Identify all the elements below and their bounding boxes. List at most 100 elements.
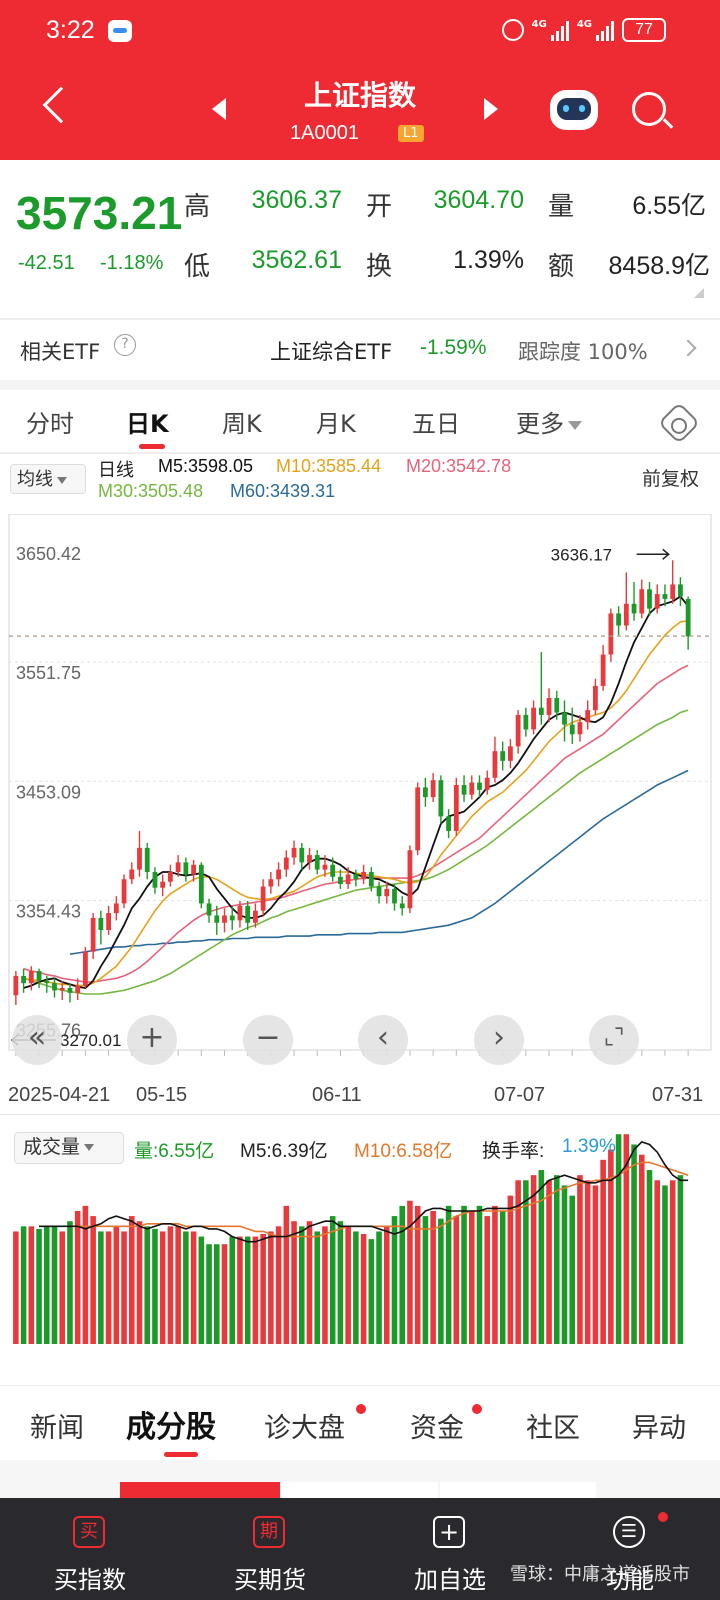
candle-body xyxy=(685,598,691,637)
previous-index-icon[interactable] xyxy=(212,98,226,120)
chat-notification-icon xyxy=(108,20,132,42)
candle xyxy=(276,862,281,887)
zoom-in-button[interactable]: + xyxy=(127,1015,177,1065)
volume-bar xyxy=(306,1221,313,1344)
candle-body xyxy=(430,780,436,798)
candle-body xyxy=(670,584,676,599)
tab-unusual-moves[interactable]: 异动 xyxy=(632,1413,686,1444)
candle xyxy=(245,901,251,931)
candle xyxy=(59,980,65,1001)
buy-futures-button[interactable]: 期 买期货 xyxy=(180,1498,360,1600)
volume-label: 量 xyxy=(548,192,575,222)
rewind-button[interactable]: « xyxy=(12,1015,62,1065)
x-label: 2025-04-21 xyxy=(8,1084,111,1106)
candle xyxy=(423,777,428,807)
volume-bar xyxy=(43,1226,50,1344)
tab-weekly-k[interactable]: 周K xyxy=(222,410,262,438)
ma5-value: M5:3598.05 xyxy=(158,456,254,476)
volume-bar xyxy=(422,1216,429,1344)
related-etf-row[interactable]: 相关ETF ? 上证综合ETF -1.59% 跟踪度 100% xyxy=(0,320,720,380)
adjust-mode[interactable]: 前复权 xyxy=(642,469,700,490)
next-index-icon[interactable] xyxy=(484,98,498,120)
next-candle-button[interactable]: › xyxy=(474,1015,524,1065)
turnover-rate-value: 1.39% xyxy=(562,1136,616,1157)
zoom-out-button[interactable]: − xyxy=(243,1015,293,1065)
volume-bar xyxy=(229,1236,236,1344)
fullscreen-button[interactable]: ⌞⌝ xyxy=(589,1015,639,1065)
candle-body xyxy=(423,787,428,798)
chevron-down-icon xyxy=(57,476,67,484)
candle-body xyxy=(222,915,227,923)
volume-bar xyxy=(461,1205,467,1344)
volume-bar xyxy=(198,1236,205,1344)
volume-bar xyxy=(260,1234,266,1344)
back-icon[interactable] xyxy=(42,86,80,124)
help-icon[interactable]: ? xyxy=(114,334,136,356)
volume-bar xyxy=(128,1216,135,1344)
tab-monthly-k[interactable]: 月K xyxy=(316,410,356,438)
volume-bar xyxy=(476,1205,483,1344)
candle-body xyxy=(569,724,575,735)
volume-bar xyxy=(275,1226,282,1344)
prev-candle-button[interactable]: ‹ xyxy=(358,1015,408,1065)
candle xyxy=(121,874,127,909)
candle xyxy=(361,864,366,885)
candle-body xyxy=(21,975,26,984)
open-value: 3604.70 xyxy=(433,186,524,214)
etf-name[interactable]: 上证综合ETF xyxy=(270,340,393,364)
candle-body xyxy=(160,881,166,888)
notification-dot-icon xyxy=(356,1404,366,1414)
ma30-line xyxy=(23,709,689,995)
tab-more[interactable]: 更多 xyxy=(516,404,582,439)
y-tick-label: 3354.43 xyxy=(16,901,81,921)
candle-body xyxy=(268,879,274,887)
assistant-robot-icon[interactable] xyxy=(550,90,598,130)
min-price-label: 3270.01 xyxy=(60,1031,121,1050)
tab-community[interactable]: 社区 xyxy=(526,1413,580,1444)
volume-chart[interactable] xyxy=(0,1124,720,1374)
buy-index-button[interactable]: 买 买指数 xyxy=(0,1498,180,1600)
indicator-select[interactable]: 均线 xyxy=(10,464,86,494)
settings-icon[interactable] xyxy=(657,401,701,445)
volume-bar xyxy=(82,1205,89,1344)
volume-bar xyxy=(438,1218,444,1344)
tab-market-diagnosis[interactable]: 诊大盘 xyxy=(264,1413,345,1444)
buy-futures-label: 买期货 xyxy=(234,1566,306,1594)
max-price-label: 3636.17 xyxy=(551,545,612,564)
tab-capital-flow[interactable]: 资金 xyxy=(410,1413,464,1444)
candle-body xyxy=(523,714,529,730)
add-watchlist-button[interactable]: + 加自选 xyxy=(360,1498,540,1600)
candle-body xyxy=(361,872,366,880)
tab-news[interactable]: 新闻 xyxy=(30,1413,84,1444)
expand-corner-icon[interactable] xyxy=(694,288,704,298)
candle-body xyxy=(345,874,351,885)
candle-body xyxy=(515,714,521,747)
tab-more-label: 更多 xyxy=(516,410,564,438)
ma-legend: 均线 日线 M5:3598.05 M10:3585.44 M20:3542.78… xyxy=(0,454,720,514)
tab-five-day[interactable]: 五日 xyxy=(412,410,460,438)
x-label: 07-31 xyxy=(652,1084,704,1106)
candle xyxy=(538,652,544,725)
period-tabs: 分时 日K 周K 月K 五日 更多 xyxy=(0,390,720,452)
candle xyxy=(206,898,212,923)
tab-daily-k[interactable]: 日K xyxy=(126,410,169,438)
chevron-right-icon[interactable] xyxy=(679,339,697,357)
volume-indicator-select[interactable]: 成交量 xyxy=(14,1132,124,1164)
candle-body xyxy=(600,654,606,686)
candle xyxy=(438,775,444,824)
candle xyxy=(376,881,382,904)
candle-body xyxy=(191,864,196,875)
candle xyxy=(531,700,536,735)
network-type: 4G xyxy=(531,19,547,30)
tab-constituents[interactable]: 成分股 xyxy=(126,1410,216,1445)
candle xyxy=(214,905,220,935)
chart-frame xyxy=(8,514,712,1051)
tab-intraday[interactable]: 分时 xyxy=(26,410,74,438)
search-icon[interactable] xyxy=(632,92,666,126)
chart-controls: « + − ‹ › ⌞⌝ xyxy=(0,1015,720,1065)
function-button[interactable]: ☰ 功能 xyxy=(540,1498,720,1600)
volume-bar xyxy=(430,1210,436,1344)
volume-bar xyxy=(507,1195,514,1344)
